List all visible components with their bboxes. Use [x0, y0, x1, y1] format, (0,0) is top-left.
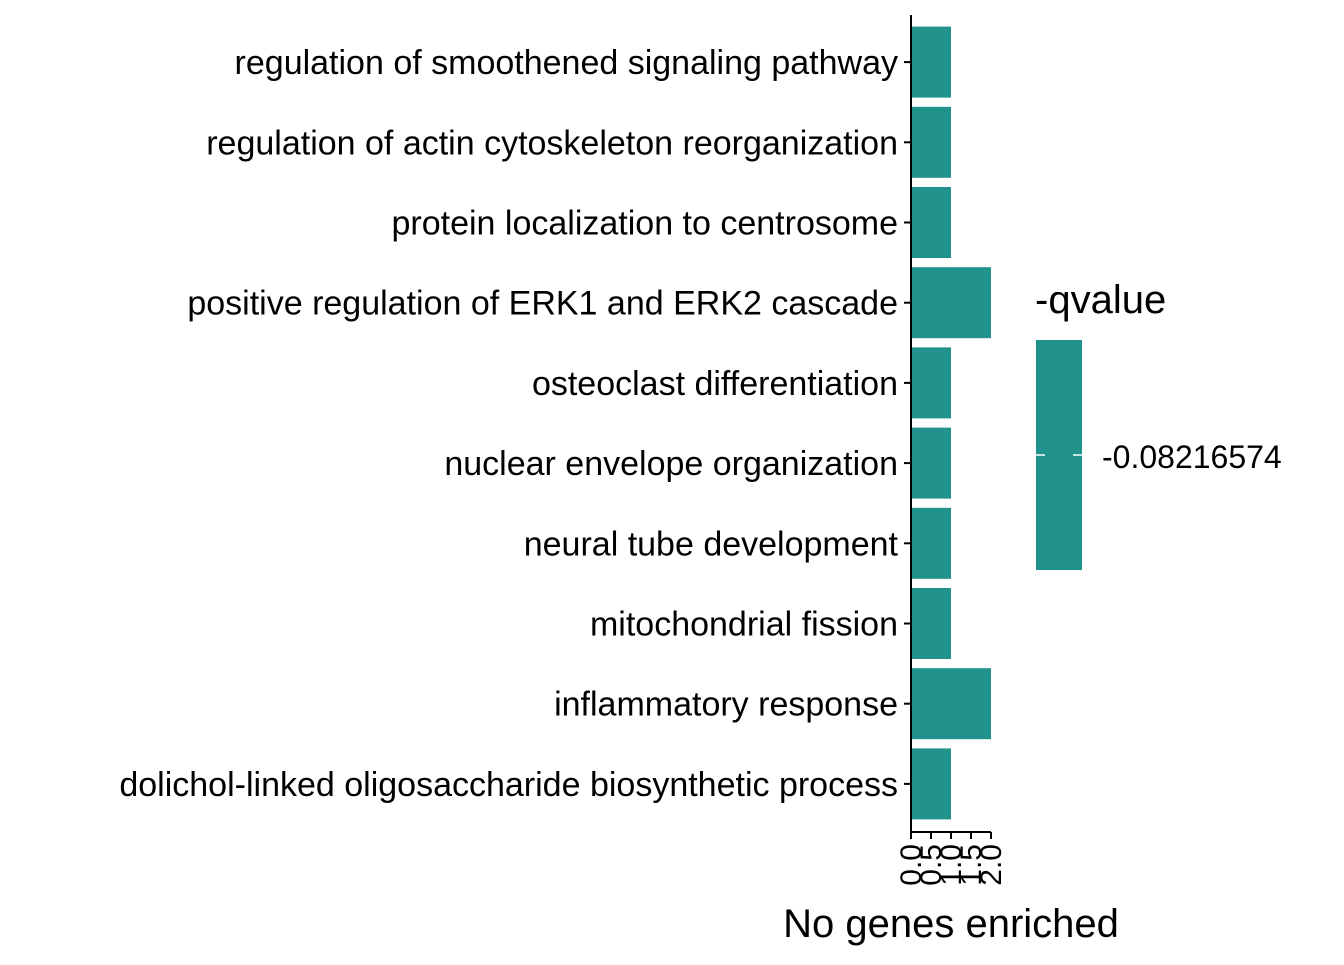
bar: [911, 668, 991, 740]
legend-label: -0.08216574: [1102, 439, 1282, 475]
bar: [911, 267, 991, 339]
y-tick-label: neural tube development: [524, 525, 899, 563]
bar: [911, 507, 951, 579]
y-tick-label: inflammatory response: [554, 686, 898, 724]
y-tick-label: osteoclast differentiation: [532, 365, 898, 403]
legend: -qvalue -0.08216574: [1035, 278, 1282, 570]
y-tick-labels: regulation of smoothened signaling pathw…: [119, 44, 898, 804]
x-tick-label: 2.0: [975, 844, 1008, 886]
y-tick-label: positive regulation of ERK1 and ERK2 cas…: [187, 285, 898, 323]
bar: [911, 748, 951, 820]
legend-title: -qvalue: [1035, 278, 1166, 322]
y-tick-label: protein localization to centrosome: [392, 205, 899, 243]
x-tick-label: 1.5: [955, 844, 988, 886]
x-axis-title: No genes enriched: [783, 902, 1119, 946]
x-tick-labels: 0.00.51.01.52.0: [895, 844, 1008, 886]
bar: [911, 187, 951, 258]
axes-layer: [904, 15, 992, 839]
x-tick-label: 0.5: [915, 844, 948, 886]
bar: [911, 347, 951, 419]
x-tick-label: 1.0: [935, 844, 968, 886]
y-tick-label: regulation of actin cytoskeleton reorgan…: [206, 124, 898, 162]
bar: [911, 26, 951, 98]
y-tick-label: nuclear envelope organization: [444, 445, 898, 483]
x-tick-label: 0.0: [895, 844, 928, 886]
bars-layer: [911, 26, 991, 820]
bar: [911, 588, 951, 659]
y-tick-label: dolichol-linked oligosaccharide biosynth…: [119, 766, 898, 804]
y-tick-label: regulation of smoothened signaling pathw…: [235, 44, 898, 82]
bar: [911, 106, 951, 178]
y-tick-label: mitochondrial fission: [590, 606, 898, 644]
bar: [911, 427, 951, 499]
